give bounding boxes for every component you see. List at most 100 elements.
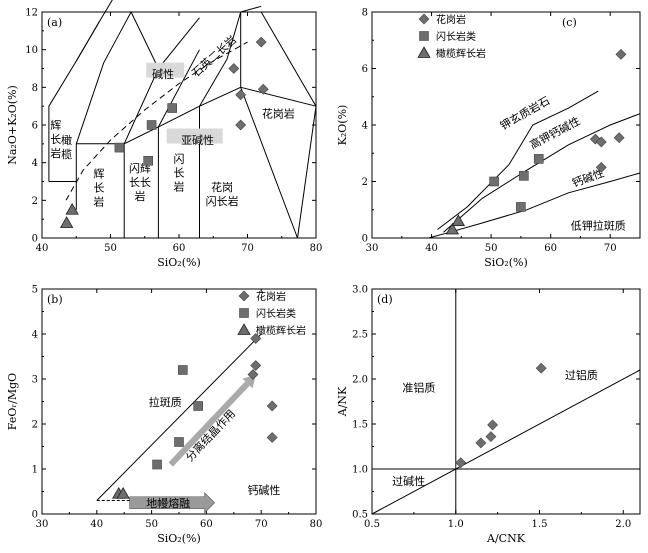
panel-c-xtick-label: 30 bbox=[366, 243, 379, 254]
panel-a-boundary-5 bbox=[199, 11, 242, 238]
panel-c-ytick-label: 8 bbox=[362, 8, 368, 19]
panel-b-ytick-label: 3 bbox=[32, 375, 38, 386]
panel-b-divider-line bbox=[96, 333, 262, 501]
panel-d-xtick-label: 2.0 bbox=[615, 519, 631, 530]
panel-a: 40 50 60 70 80 0 2 4 6 8 10 12 SiO₂(%) Na₂O+K₂O(%) 碱性亚… bbox=[6, 0, 322, 269]
panel-c-ytick-label: 0 bbox=[362, 234, 368, 245]
panel-a-point-diamond bbox=[235, 119, 247, 131]
panel-c-xtick-label: 70 bbox=[604, 243, 617, 254]
panel-a-x-axis-label: SiO₂(%) bbox=[157, 256, 201, 269]
panel-b-legend-square-swatch bbox=[239, 308, 249, 318]
panel-a-boundary-7 bbox=[75, 21, 100, 62]
panel-a-label-subalkaline: 亚碱性 bbox=[181, 133, 214, 147]
panel-a-point-square bbox=[167, 103, 177, 113]
panel-a-point-square bbox=[114, 142, 125, 153]
panel-c-xtick-label: 50 bbox=[485, 243, 498, 254]
panel-a-label-gabbrodiorite-2: 岩 bbox=[134, 189, 145, 203]
panel-b-point-square bbox=[178, 365, 188, 375]
panel-c-tag: (c) bbox=[562, 16, 577, 29]
panel-b-ytick-label: 1 bbox=[32, 465, 38, 476]
panel-b-mantle-arrow bbox=[129, 492, 216, 514]
panel-a-tag: (a) bbox=[47, 16, 62, 29]
panel-a-ytick-label: 8 bbox=[32, 83, 38, 94]
panel-c-boundary-calc bbox=[443, 113, 641, 233]
panel-d-point-diamond bbox=[475, 437, 487, 449]
panel-d-label-metaluminous: 准铝质 bbox=[402, 381, 435, 395]
panel-b-xtick-label: 80 bbox=[310, 519, 323, 530]
panel-b-x-axis-label: SiO₂(%) bbox=[157, 532, 201, 545]
panel-a-label-granodiorite-1: 闪长岩 bbox=[206, 194, 239, 208]
panel-d-label-peraluminous: 过铝质 bbox=[565, 368, 598, 382]
panel-b-point-square bbox=[174, 437, 184, 447]
panel-a-y-axis-label: Na₂O+K₂O(%) bbox=[6, 85, 19, 165]
panel-a-label-olivine-gabbro-a-0: 辉 bbox=[50, 119, 61, 132]
panel-a-ytick-label: 4 bbox=[32, 158, 38, 169]
panel-a-alkaline-divider bbox=[65, 41, 248, 201]
panel-c-legend-square-swatch bbox=[419, 31, 429, 41]
panel-b-tag: (b) bbox=[47, 293, 63, 306]
panel-c-y-axis-label: K₂O(%) bbox=[336, 105, 349, 146]
panel-c-point-square bbox=[489, 176, 499, 187]
panel-a-ytick-label: 10 bbox=[25, 45, 38, 56]
panel-c-ytick-label: 2 bbox=[362, 177, 368, 188]
panel-b-ytick-label: 2 bbox=[32, 420, 38, 431]
panel-a-label-gabbrodiorite-1: 长长 bbox=[129, 176, 151, 189]
panel-b-ytick-label: 4 bbox=[32, 330, 38, 341]
panel-b-legend-square-label: 闪长岩类 bbox=[256, 307, 296, 320]
panel-b-label-tholeiitic: 拉斑质 bbox=[149, 395, 182, 409]
panel-d-xtick-label: 1.0 bbox=[448, 519, 464, 530]
panel-a-ytick-label: 6 bbox=[32, 121, 38, 132]
panel-b-label-mantle: 地幔熔融 bbox=[146, 496, 190, 510]
panel-a-boundary-3 bbox=[123, 17, 200, 238]
panel-d-point-diamond bbox=[487, 419, 499, 431]
panel-c-legend-diamond-label: 花岗岩 bbox=[436, 13, 466, 26]
panel-d-point-diamond bbox=[485, 431, 497, 443]
panel-d-y-axis-label: A/NK bbox=[336, 386, 349, 417]
panel-b-ytick-label: 0 bbox=[32, 510, 38, 521]
panel-c-point-square bbox=[519, 171, 529, 181]
panel-d-ytick-label: 3.0 bbox=[352, 285, 368, 296]
panel-d-ytick-label: 2.5 bbox=[352, 330, 368, 341]
panel-a-point-square bbox=[143, 155, 153, 166]
panel-a-boundary-4 bbox=[157, 49, 200, 238]
panel-c-ytick-label: 4 bbox=[362, 121, 368, 132]
panel-a-xtick-label: 40 bbox=[36, 243, 49, 254]
panel-b-point-triangle bbox=[116, 486, 130, 499]
panel-b-ytick-label: 5 bbox=[32, 285, 38, 296]
panel-d-ytick-label: 1.5 bbox=[352, 420, 368, 431]
panel-a-label-alkaline: 碱性 bbox=[152, 67, 174, 81]
panel-a-alkaline-shade bbox=[146, 62, 185, 78]
panel-c-xtick-label: 40 bbox=[425, 243, 438, 254]
panel-c-label-lowk: 低钾拉斑质 bbox=[571, 219, 626, 233]
panel-b-point-diamond bbox=[266, 432, 278, 443]
panel-a-xtick-label: 70 bbox=[241, 243, 254, 254]
panel-b-legend-diamond-swatch bbox=[238, 290, 250, 302]
panel-a-label-diorite-0: 闪 bbox=[174, 152, 185, 166]
panel-a-point-diamond bbox=[228, 63, 240, 74]
panel-a-label-diorite-2: 岩 bbox=[174, 180, 185, 194]
panel-c-label-shoshonite: 钾玄质岩石 bbox=[498, 93, 553, 133]
panel-a-label-diorite-1: 长 bbox=[174, 167, 185, 180]
panel-d-ytick-label: 0.5 bbox=[352, 510, 368, 521]
panel-c-point-diamond bbox=[595, 136, 607, 148]
panel-c-point-triangle bbox=[451, 214, 466, 226]
panel-c-point-diamond bbox=[613, 132, 625, 144]
panel-b-fractional-arrow-shaft bbox=[168, 381, 250, 467]
panel-a-ytick-label: 0 bbox=[32, 234, 38, 245]
panel-a-label-gabbro-2: 岩 bbox=[93, 195, 104, 209]
panel-a-label-gabbro-1: 长 bbox=[93, 182, 104, 195]
panel-d-label-peralkaline: 过碱性 bbox=[392, 474, 425, 488]
panel-a-xtick-label: 80 bbox=[310, 243, 323, 254]
panel-a-boundary-9 bbox=[240, 5, 262, 13]
panel-a-label-olivine-gabbro-b-0: 橄 bbox=[61, 133, 72, 147]
panel-c-legend-diamond-swatch bbox=[418, 13, 430, 25]
panel-c-point-square bbox=[533, 154, 544, 164]
panel-a-label-olivine-gabbro-b-1: 榄 bbox=[61, 148, 72, 161]
panel-c-point-diamond bbox=[615, 48, 627, 60]
panel-d-ytick-label: 2.0 bbox=[352, 375, 368, 386]
panel-a-point-triangle bbox=[59, 216, 74, 228]
panel-b: 30 40 50 60 70 80 0 1 2 3 4 5 SiO₂(%) FeOᵣ/MgO 地幔熔融 分离结… bbox=[6, 285, 322, 546]
panel-c-x-axis-label: SiO₂(%) bbox=[484, 256, 528, 269]
